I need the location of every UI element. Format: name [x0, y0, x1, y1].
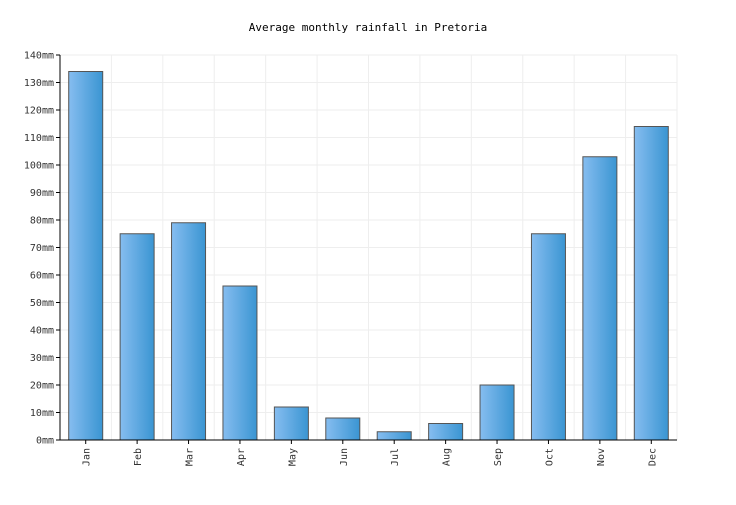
y-tick-label: 20mm	[30, 381, 54, 392]
y-tick-label: 100mm	[24, 161, 54, 172]
y-tick-label: 140mm	[24, 51, 54, 62]
y-tick-label: 60mm	[30, 271, 54, 282]
x-tick-label: Jan	[82, 448, 93, 466]
bar-jan	[68, 71, 104, 441]
bar-dec	[633, 126, 669, 441]
bar-feb	[119, 233, 155, 441]
y-tick-label: 110mm	[24, 133, 54, 144]
x-tick-label: Dec	[647, 448, 658, 466]
y-axis-ticks: 0mm 10mm 20mm 30mm 40mm 50mm 60mm 70mm 80mm 90mm 1…	[24, 51, 60, 447]
bar-aug	[428, 423, 464, 441]
y-tick-label: 50mm	[30, 298, 54, 309]
bar-oct	[530, 233, 566, 441]
x-tick-label: Sep	[493, 448, 504, 466]
y-tick-label: 130mm	[24, 78, 54, 89]
bar-sep	[479, 384, 515, 441]
x-tick-label: Apr	[236, 448, 247, 466]
bar-apr	[222, 285, 258, 441]
bar-mar	[171, 222, 207, 441]
bars	[68, 71, 669, 441]
y-tick-label: 0mm	[36, 436, 54, 447]
x-tick-label: Jul	[390, 448, 401, 466]
x-tick-label: Jun	[339, 448, 350, 466]
bar-nov	[582, 156, 618, 441]
x-axis-ticks: Jan Feb Mar Apr May Jun Jul Aug Sep Oct Nov Dec	[82, 440, 658, 466]
axes	[59, 55, 677, 441]
y-tick-label: 10mm	[30, 408, 54, 419]
y-tick-label: 70mm	[30, 243, 54, 254]
x-tick-label: Feb	[133, 448, 144, 466]
y-tick-label: 120mm	[24, 106, 54, 117]
y-tick-label: 30mm	[30, 353, 54, 364]
bar-may	[273, 406, 309, 441]
y-tick-label: 40mm	[30, 326, 54, 337]
bar-jul	[376, 431, 412, 441]
grid-layer	[60, 54, 678, 440]
chart-title: Average monthly rainfall in Pretoria	[249, 21, 487, 34]
x-tick-label: Oct	[544, 448, 555, 466]
x-tick-label: Aug	[442, 448, 453, 466]
y-tick-label: 80mm	[30, 216, 54, 227]
x-tick-label: Mar	[185, 448, 196, 466]
y-tick-label: 90mm	[30, 188, 54, 199]
x-tick-label: May	[287, 448, 298, 466]
bar-jun	[325, 417, 361, 441]
x-tick-label: Nov	[596, 448, 607, 466]
